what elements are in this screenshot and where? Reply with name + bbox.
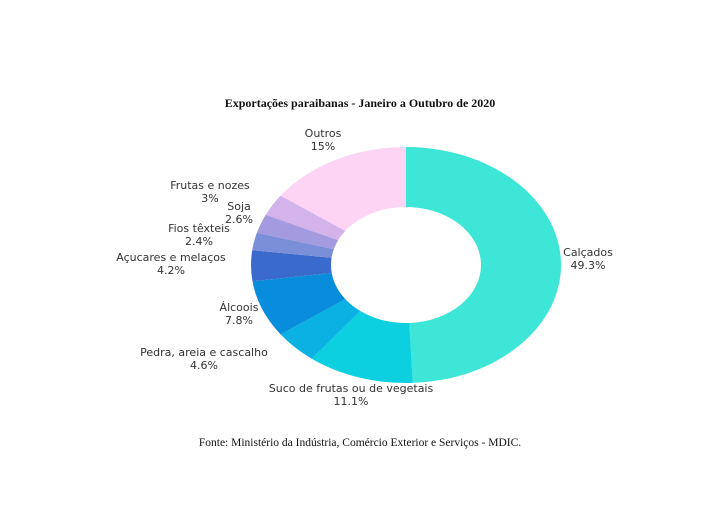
- donut-slice: [280, 299, 361, 359]
- donut-slice: [252, 232, 334, 258]
- slice-label: Soja: [227, 200, 251, 213]
- slice-value-label: 49.3%: [571, 259, 606, 272]
- slice-label: Açucares e melaços: [116, 251, 226, 264]
- slice-value-label: 2.4%: [185, 235, 213, 248]
- slice-label: Suco de frutas ou de vegetais: [269, 382, 434, 395]
- donut-slice: [311, 311, 413, 384]
- slice-value-label: 2.6%: [225, 213, 253, 226]
- slice-value-label: 4.2%: [157, 264, 185, 277]
- slice-value-label: 4.6%: [190, 359, 218, 372]
- donut-slice: [280, 147, 406, 231]
- slice-label: Outros: [305, 127, 342, 140]
- slice-label: Álcoois: [220, 301, 259, 314]
- donut-slice: [252, 272, 346, 335]
- slice-label: Fios têxteis: [168, 222, 230, 235]
- slice-label: Calçados: [563, 246, 613, 259]
- donut-slice: [256, 214, 339, 250]
- chart-title: Exportações paraibanas - Janeiro a Outub…: [224, 96, 496, 110]
- slice-value-label: 3%: [201, 192, 218, 205]
- donut-slice: [406, 147, 562, 383]
- chart-source: Fonte: Ministério da Indústria, Comércio…: [198, 437, 522, 449]
- slice-label: Frutas e nozes: [170, 179, 250, 192]
- slice-value-label: 7.8%: [225, 314, 253, 327]
- donut-slice: [265, 195, 346, 241]
- slice-value-label: 15%: [311, 140, 335, 153]
- donut-slice: [250, 250, 332, 282]
- slice-label: Pedra, areia e cascalho: [140, 346, 268, 359]
- slice-value-label: 11.1%: [334, 395, 369, 408]
